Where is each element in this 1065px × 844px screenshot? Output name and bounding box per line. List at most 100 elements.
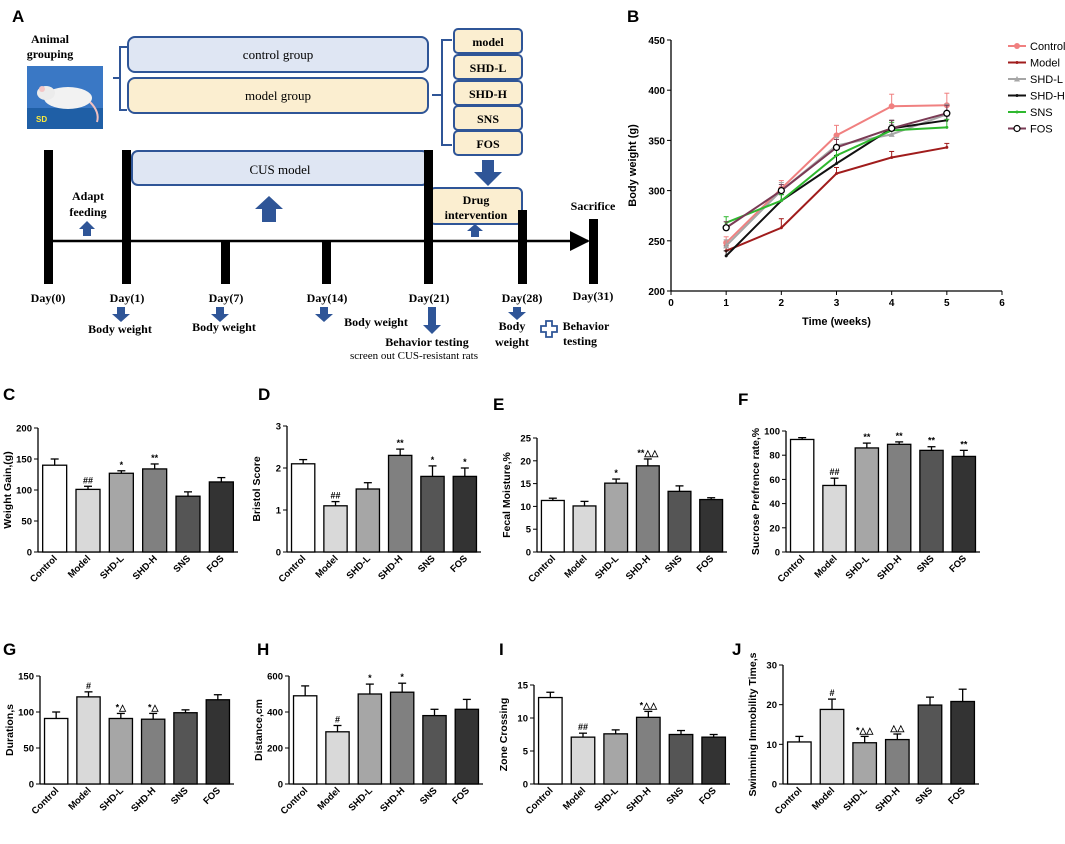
bar-shd-l xyxy=(852,742,878,785)
y-tick-label: 100 xyxy=(16,486,32,497)
y-axis-title: Sucrose Prefrence rate,% xyxy=(750,427,762,555)
x-tick-label: SNS xyxy=(914,785,936,807)
y-tick-label: 60 xyxy=(769,475,780,486)
x-tick-label: Model xyxy=(66,553,93,580)
x-tick-label: SHD-H xyxy=(624,785,653,814)
legend-label: Model xyxy=(1030,58,1060,70)
adapt-line1: Adapt xyxy=(72,189,104,203)
legend-label: SHD-H xyxy=(1030,91,1065,103)
day-28: Day(28) xyxy=(502,291,543,305)
y-axis-title: Zone Crossing xyxy=(498,698,510,772)
x-tick-label: Control xyxy=(277,553,309,585)
y-tick-label: 1 xyxy=(276,506,282,517)
bar-control xyxy=(292,695,318,785)
significance-label: * xyxy=(400,672,404,682)
legend-label: FOS xyxy=(1030,124,1053,136)
panel-letter-j: J xyxy=(732,640,741,659)
y-tick-label: 20 xyxy=(766,700,777,711)
panel-letter-d: D xyxy=(258,385,270,404)
x-tick-label: SNS xyxy=(663,553,685,575)
significance-label: *△△ xyxy=(640,700,658,710)
legend-marker xyxy=(1014,43,1020,49)
y-tick-label: 5 xyxy=(526,525,532,536)
bar-control xyxy=(540,499,565,553)
chart-i-bar: 0 5 10 15 Zone Crossing Control ## Model SHD-L *△… xyxy=(498,681,730,817)
y-tick-label: 20 xyxy=(520,456,531,467)
down-arrow-icon xyxy=(474,160,502,186)
data-point xyxy=(888,103,895,110)
bar-shd-l xyxy=(108,472,134,553)
model-group-box xyxy=(127,77,429,114)
x-tick-label: SHD-L xyxy=(593,553,621,581)
x-tick-label: Control xyxy=(773,785,805,817)
chart-b-body-weight: 200 250 300 350 400 450 0 1 2 3 4 5 6 Time (weeks) Bod… xyxy=(627,36,1065,328)
legend-marker xyxy=(1014,76,1020,82)
bar-sns xyxy=(175,495,201,553)
y-tick-label: 400 xyxy=(648,86,665,97)
x-tick-label: SHD-H xyxy=(875,553,904,582)
data-point xyxy=(723,242,730,249)
y-tick-label: 15 xyxy=(517,681,528,692)
data-point xyxy=(945,125,949,129)
bar-fos xyxy=(951,455,977,553)
body-weight-day1: Body weight xyxy=(88,322,152,336)
x-tick-label: 6 xyxy=(999,298,1005,309)
group-sns: SNS xyxy=(477,112,499,126)
data-point xyxy=(724,254,728,258)
bar-shd-h xyxy=(635,465,660,553)
significance-label: **△△ xyxy=(637,448,659,458)
significance-label: ** xyxy=(960,439,968,449)
y-tick-label: 5 xyxy=(523,747,529,758)
series-model: Model xyxy=(723,58,1060,253)
panel-letter-i: I xyxy=(499,640,504,659)
bar-fos xyxy=(701,736,727,785)
bar-shd-h xyxy=(635,716,661,785)
y-tick-label: 10 xyxy=(520,502,531,513)
significance-label: * xyxy=(368,673,372,683)
bar-model xyxy=(819,708,845,785)
panel-letter-e: E xyxy=(493,395,504,414)
y-tick-label: 0 xyxy=(278,780,283,791)
chart-g-bar: 0 50 100 150 Duration,s Control # Model *△ SHD-L *… xyxy=(4,672,234,817)
x-tick-label: SNS xyxy=(172,553,194,575)
bar-shd-l xyxy=(108,717,134,785)
x-tick-label: FOS xyxy=(450,785,472,807)
x-tick-label: SNS xyxy=(416,553,438,575)
y-tick-label: 100 xyxy=(18,708,34,719)
animal-grouping-line2: grouping xyxy=(27,47,73,61)
x-tick-label: SHD-H xyxy=(376,553,405,582)
bar-sns xyxy=(668,733,694,785)
x-tick-label: FOS xyxy=(697,785,719,807)
data-point xyxy=(722,224,730,232)
up-arrow-icon xyxy=(255,196,283,222)
photo-label: SD xyxy=(36,115,47,124)
bar-control xyxy=(42,464,68,553)
chart-c-bar: 0 50 100 150 200 Weight Gain,(g) Control ## Mode… xyxy=(2,424,238,585)
significance-label: * xyxy=(120,460,124,470)
day-31: Day(31) xyxy=(573,289,614,303)
bar-shd-l xyxy=(355,488,381,553)
bar-control xyxy=(290,463,316,553)
group-list: model SHD-L SHD-H SNS FOS xyxy=(453,28,523,156)
significance-label: ** xyxy=(397,438,405,448)
behavior-testing-day21: Behavior testing xyxy=(385,335,468,349)
up-arrow-icon xyxy=(467,224,483,237)
legend-marker xyxy=(1015,94,1019,97)
bar-sns xyxy=(422,714,447,785)
significance-label: ## xyxy=(83,475,93,485)
panel-letter-h: H xyxy=(257,640,269,659)
y-tick-label: 450 xyxy=(648,36,665,47)
sacrifice-label: Sacrifice xyxy=(571,199,616,213)
y-tick-label: 0 xyxy=(775,548,780,559)
control-group-label: control group xyxy=(243,47,313,62)
x-tick-label: 3 xyxy=(834,298,840,309)
series-fos: FOS xyxy=(722,104,1053,232)
significance-label: # xyxy=(829,688,834,698)
y-tick-label: 400 xyxy=(267,708,283,719)
data-point xyxy=(890,155,894,159)
x-tick-label: SNS xyxy=(418,785,440,807)
bar-shd-h xyxy=(142,468,168,553)
data-point xyxy=(779,226,783,230)
y-tick-label: 25 xyxy=(520,434,531,445)
